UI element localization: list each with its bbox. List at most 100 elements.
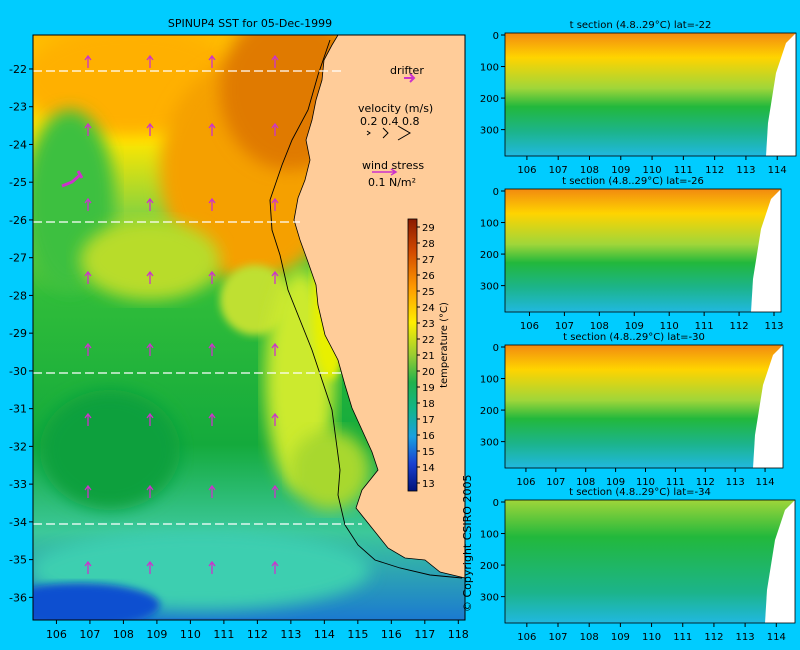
section-bathymetry (751, 189, 781, 312)
wind-arrow-icon (146, 270, 154, 284)
section-x-tick-label: 113 (736, 165, 755, 176)
map-y-axis: -22 -23 -24 -25 -26 -27 -28 -29 -30 -31 -32 -33 -34 -… (9, 63, 33, 604)
map-y-tick-label: -36 (9, 591, 27, 604)
colorbar-tick-label: 20 (422, 367, 435, 378)
wind-arrow-icon (208, 54, 216, 68)
section-panel: t section (4.8..29°C) lat=-34 0 100 200 300 1… (480, 487, 796, 643)
sst-patterns (33, 35, 370, 620)
wind-arrow-icon (146, 484, 154, 498)
section-y-tick-label: 0 (493, 187, 499, 198)
section-x-tick-label: 109 (611, 632, 630, 643)
wind-arrows (61, 54, 279, 574)
map-x-tick-label: 108 (113, 628, 134, 641)
section-y-tick-label: 100 (480, 63, 499, 74)
section-x-tick-label: 109 (606, 477, 625, 488)
section-y-tick-label: 0 (493, 31, 499, 42)
wind-arrow-icon (84, 342, 92, 356)
colorbar-ramp (407, 218, 418, 492)
colorbar-tick-label: 13 (422, 479, 435, 490)
section-x-tick-label: 113 (764, 321, 783, 332)
section-x-tick-label: 109 (625, 321, 644, 332)
section-x-tick-label: 108 (580, 632, 599, 643)
temperature-sections: t section (4.8..29°C) lat=-22 0 100 200 300 1… (480, 20, 797, 643)
wind-stress-label: wind stress (362, 159, 424, 172)
section-x-tick-label: 114 (756, 477, 775, 488)
wind-arrow-icon (84, 560, 92, 574)
wind-arrow-icon (84, 412, 92, 426)
colorbar-tick-label: 25 (422, 287, 435, 298)
section-x-tick-label: 109 (611, 165, 630, 176)
map-x-axis: 106 107 108 109 110 111 112 113 114 115 116 117 118 (46, 620, 469, 641)
map-y-tick-label: -28 (9, 289, 27, 302)
colorbar-tick-label: 16 (422, 431, 435, 442)
velocity-label: velocity (m/s) (358, 102, 433, 115)
colorbar: 29 28 27 26 25 24 23 22 21 20 19 18 17 16 15 14 13 tempe… (407, 218, 450, 492)
wind-arrow-icon (271, 342, 279, 356)
map-x-tick-label: 112 (247, 628, 268, 641)
section-x-tick-label: 112 (704, 632, 723, 643)
map-x-tick-label: 117 (414, 628, 435, 641)
map-x-tick-label: 106 (46, 628, 67, 641)
map-y-tick-label: -22 (9, 63, 27, 76)
section-frame (504, 344, 784, 469)
section-y-tick-label: 300 (480, 126, 499, 137)
wind-arrow-icon (208, 484, 216, 498)
wind-arrow-icon (208, 270, 216, 284)
map-x-tick-label: 110 (180, 628, 201, 641)
colorbar-tick-label: 21 (422, 351, 435, 362)
section-x-tick-label: 106 (517, 632, 536, 643)
section-x-tick-label: 110 (660, 321, 679, 332)
drifter-label: drifter (390, 64, 424, 77)
section-bathymetry (765, 500, 795, 623)
section-x-tick-label: 107 (548, 632, 567, 643)
section-x-tick-label: 113 (726, 477, 745, 488)
wind-arrow-icon (271, 54, 279, 68)
section-panel: t section (4.8..29°C) lat=-26 0 100 200 300 1… (480, 176, 784, 332)
map-y-tick-label: -23 (9, 101, 27, 114)
section-x-tick-label: 112 (696, 477, 715, 488)
wind-arrow-icon (208, 122, 216, 136)
wind-arrow-icon (146, 560, 154, 574)
map-x-tick-label: 116 (381, 628, 402, 641)
section-y-tick-label: 200 (480, 250, 499, 261)
map-y-tick-label: -27 (9, 252, 27, 265)
wind-arrow-icon (146, 54, 154, 68)
section-x-tick-label: 110 (643, 165, 662, 176)
map-y-tick-label: -26 (9, 214, 27, 227)
section-x-tick-label: 113 (736, 632, 755, 643)
section-x-tick-label: 111 (695, 321, 714, 332)
section-title: t section (4.8..29°C) lat=-34 (569, 487, 711, 498)
map-frame (32, 34, 466, 621)
wind-arrow-icon (271, 412, 279, 426)
wind-stress-arrow-icon (372, 168, 398, 176)
wind-arrow-icon (146, 342, 154, 356)
map-y-tick-label: -35 (9, 554, 27, 567)
wind-arrow-icon (84, 484, 92, 498)
section-x-tick-label: 114 (768, 165, 787, 176)
map-y-tick-label: -29 (9, 327, 27, 340)
section-x-tick-label: 107 (549, 165, 568, 176)
section-x-tick-label: 111 (674, 165, 693, 176)
wind-arrow-icon (146, 197, 154, 211)
velocity-scale: 0.2 0.4 0.8 (360, 115, 419, 128)
colorbar-tick-label: 17 (422, 415, 435, 426)
section-y-tick-label: 200 (480, 561, 499, 572)
section-title: t section (4.8..29°C) lat=-22 (570, 20, 712, 31)
section-bathymetry (753, 345, 783, 468)
section-field (505, 189, 781, 312)
colorbar-tick-label: 27 (422, 255, 435, 266)
colorbar-ticks: 29 28 27 26 25 24 23 22 21 20 19 18 17 16 15 14 13 (417, 223, 435, 490)
wind-arrow-icon (146, 412, 154, 426)
section-y-tick-label: 100 (480, 530, 499, 541)
section-frame (504, 32, 797, 157)
land-mass (293, 34, 466, 579)
section-field (505, 500, 795, 623)
section-frame (504, 188, 782, 313)
section-x-tick-label: 114 (767, 632, 786, 643)
colorbar-tick-label: 14 (422, 463, 435, 474)
section-x-tick-label: 112 (730, 321, 749, 332)
wind-arrow-icon (208, 560, 216, 574)
section-x-tick-label: 110 (636, 477, 655, 488)
colorbar-tick-label: 18 (422, 399, 435, 410)
wind-arrow-icon (271, 270, 279, 284)
